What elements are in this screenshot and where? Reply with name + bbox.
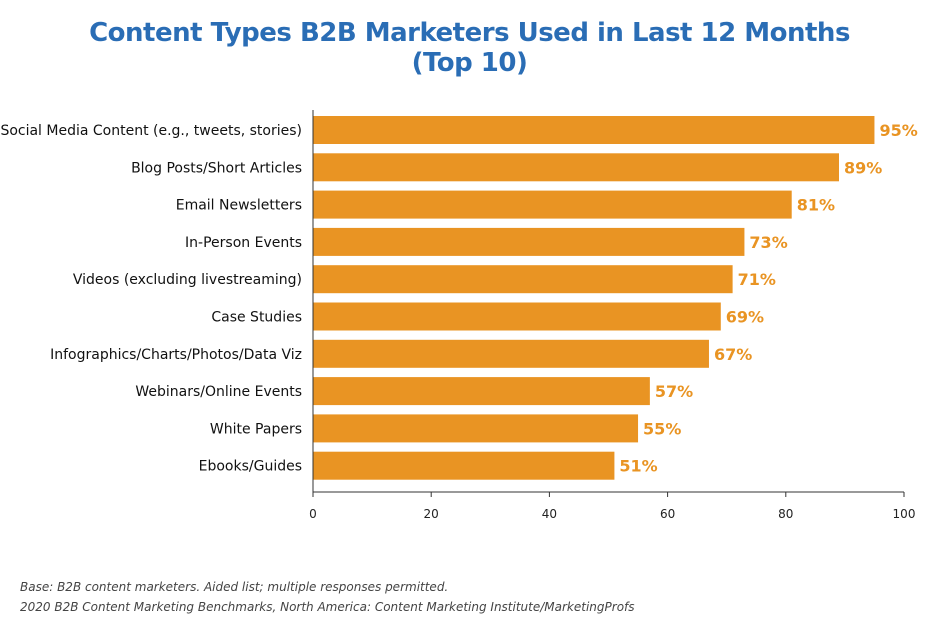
x-tick-label: 80	[778, 507, 793, 521]
x-tick-label: 40	[542, 507, 557, 521]
footer-base: Base: B2B content marketers. Aided list;…	[20, 580, 449, 594]
x-tick-label: 100	[893, 507, 916, 521]
data-label: 57%	[655, 382, 693, 401]
category-label: Email Newsletters	[176, 198, 302, 214]
category-label: Infographics/Charts/Photos/Data Viz	[50, 347, 302, 363]
category-label: Videos (excluding livestreaming)	[73, 272, 302, 288]
data-label: 71%	[738, 270, 776, 289]
data-label: 51%	[619, 457, 657, 476]
data-label: 89%	[844, 158, 882, 177]
bar	[313, 116, 875, 144]
bar	[313, 265, 733, 294]
data-label: 81%	[797, 196, 835, 215]
data-label: 69%	[726, 308, 764, 327]
bar	[313, 414, 639, 443]
x-tick-label: 20	[424, 507, 439, 521]
category-label: Ebooks/Guides	[199, 459, 302, 475]
title-text: Content Types B2B Marketers Used in Last…	[89, 18, 850, 48]
category-label: In-Person Events	[185, 235, 302, 251]
bar	[313, 339, 709, 368]
bar	[313, 227, 745, 256]
footer-source: 2020 B2B Content Marketing Benchmarks, N…	[20, 600, 635, 614]
data-label: 67%	[714, 345, 752, 364]
data-label: 73%	[749, 233, 787, 252]
bar	[313, 153, 839, 182]
category-label: Social Media Content (e.g., tweets, stor…	[0, 123, 302, 139]
x-tick-label: 0	[309, 507, 317, 521]
bar	[313, 377, 650, 406]
chart-title: Content Types B2B Marketers Used in Last…	[0, 18, 939, 78]
bar	[313, 302, 721, 331]
category-label: Case Studies	[211, 310, 302, 326]
x-tick-label: 60	[660, 507, 675, 521]
bar	[313, 190, 792, 219]
category-label: Webinars/Online Events	[135, 384, 302, 400]
category-label: White Papers	[210, 421, 302, 437]
data-label: 95%	[879, 121, 917, 140]
bar	[313, 451, 615, 480]
category-label: Blog Posts/Short Articles	[131, 160, 302, 176]
subtitle-text: (Top 10)	[411, 48, 528, 78]
data-label: 55%	[643, 419, 681, 438]
